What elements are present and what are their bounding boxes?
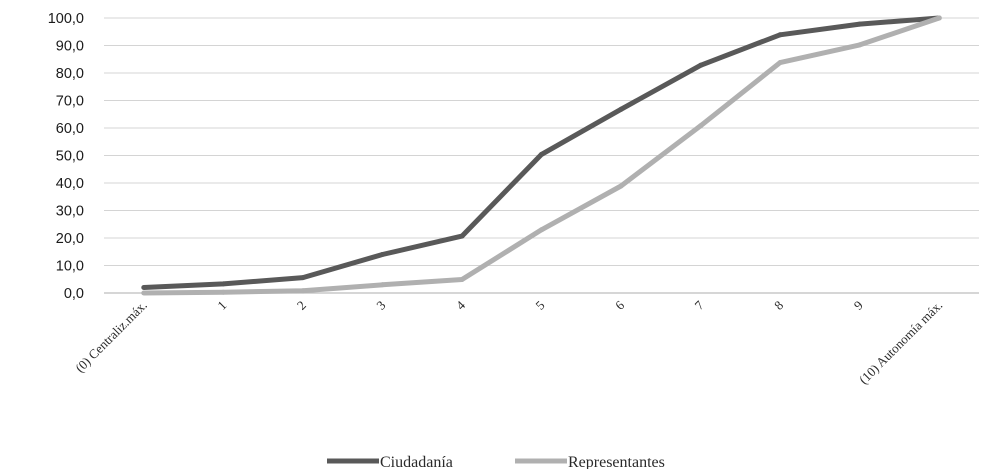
x-tick-label: 8 [771,298,786,313]
data-point [141,290,147,296]
data-point [539,151,544,157]
data-point [300,288,306,294]
y-axis-tick-labels: 0,0 10,0 20,0 30,0 40,0 50,0 60,0 70,0 80,0 90,0 1… [48,11,84,302]
y-tick-label: 80,0 [56,66,84,82]
data-point [220,281,226,287]
data-point [379,282,385,288]
y-tick-label: 50,0 [56,149,84,165]
data-point [300,275,306,281]
x-tick-label: 9 [851,298,866,313]
data-point [698,62,704,68]
legend: Ciudadanía Representantes [327,454,665,469]
x-tick-label: 3 [373,298,388,313]
y-tick-label: 40,0 [56,176,84,192]
data-point [459,233,465,239]
legend-label-2: Representantes [568,454,665,469]
data-point [379,252,385,257]
y-tick-label: 70,0 [56,94,84,110]
legend-label-1: Ciudadanía [380,454,453,469]
data-point [857,21,863,27]
x-axis-tick-labels: (0) Centraliz.máx. 1 2 3 4 5 6 7 8 9(10) Autonomí… [72,297,945,387]
data-point [777,32,783,38]
data-point [936,15,942,21]
data-point [618,183,624,189]
y-tick-label: 20,0 [56,231,84,247]
y-tick-label: 100,0 [48,11,84,27]
x-tick-label: 6 [612,297,628,313]
data-point [857,42,863,48]
data-point [618,106,624,112]
y-tick-label: 30,0 [56,204,84,220]
x-tick-label: 5 [532,298,547,313]
x-tick-label: 4 [453,297,469,313]
x-tick-label: 7 [692,297,708,313]
y-tick-label: 60,0 [56,121,84,137]
x-tick-label: 1 [214,298,229,313]
data-point [220,289,226,295]
series-lines [141,15,942,296]
x-tick-label: (10) Autonomía máx. [856,298,946,388]
y-tick-label: 10,0 [56,259,84,275]
data-point [777,60,783,66]
x-tick-label: (0) Centraliz.máx. [72,298,150,376]
data-point [539,227,544,233]
data-point [459,277,465,282]
data-point [698,123,704,129]
data-point [141,285,147,290]
x-tick-label: 2 [294,298,309,313]
y-tick-label: 0,0 [64,286,84,302]
y-tick-label: 90,0 [56,39,84,55]
